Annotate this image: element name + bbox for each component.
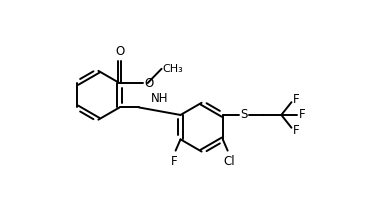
Text: NH: NH bbox=[151, 92, 169, 105]
Text: O: O bbox=[115, 45, 124, 58]
Text: Cl: Cl bbox=[224, 155, 235, 168]
Text: S: S bbox=[240, 109, 247, 121]
Text: F: F bbox=[299, 109, 306, 121]
Text: F: F bbox=[292, 93, 299, 106]
Text: O: O bbox=[144, 77, 153, 89]
Text: CH₃: CH₃ bbox=[163, 64, 183, 74]
Text: F: F bbox=[292, 124, 299, 137]
Text: F: F bbox=[171, 155, 177, 168]
